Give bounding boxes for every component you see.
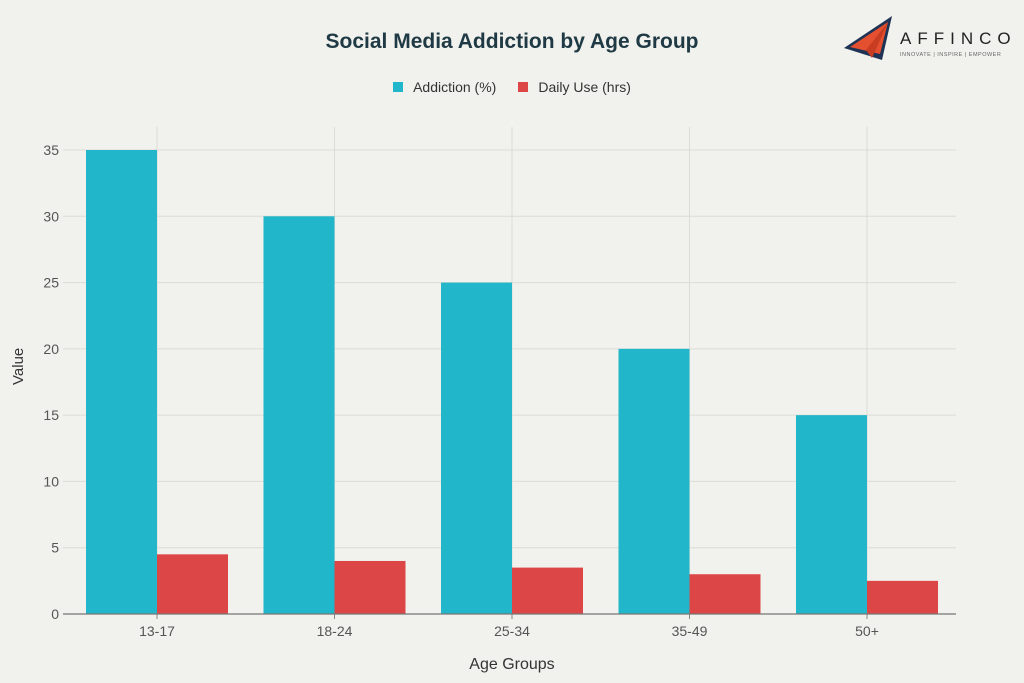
- x-tick-label: 13-17: [139, 623, 175, 639]
- legend-label-addiction: Addiction (%): [413, 79, 497, 95]
- bar-daily-use-25-34: [512, 567, 583, 614]
- x-axis-label: Age Groups: [469, 656, 555, 673]
- bar-daily-use-50+: [867, 580, 938, 614]
- y-tick-label: 15: [43, 407, 59, 423]
- chart-title: Social Media Addiction by Age Group: [325, 30, 699, 53]
- y-tick-label: 5: [51, 540, 59, 556]
- legend-item-addiction: Addiction (%): [393, 79, 496, 95]
- bar-addiction-18-24: [263, 216, 335, 615]
- bar-addiction-50+: [796, 415, 867, 614]
- affinco-logo: AFFINCO INNOVATE | INSPIRE | EMPOWER: [842, 14, 1022, 66]
- paper-plane-icon: AFFINCO INNOVATE | INSPIRE | EMPOWER: [844, 16, 1017, 60]
- x-tick-label: 50+: [855, 623, 879, 639]
- y-tick-label: 10: [43, 473, 59, 489]
- bar-daily-use-18-24: [334, 560, 406, 614]
- legend-item-daily-use: Daily Use (hrs): [518, 79, 631, 95]
- bar-addiction-25-34: [441, 282, 512, 614]
- legend-swatch-daily-use: [518, 82, 529, 92]
- y-tick-label: 35: [43, 142, 59, 158]
- svg-text:AFFINCO: AFFINCO: [900, 29, 1017, 48]
- legend-label-daily-use: Daily Use (hrs): [538, 79, 631, 95]
- y-tick-label: 30: [43, 208, 59, 224]
- legend: Addiction (%) Daily Use (hrs): [0, 79, 1024, 95]
- bar-daily-use-13-17: [157, 554, 228, 614]
- x-tick-label: 35-49: [672, 623, 708, 639]
- bar-addiction-13-17: [86, 150, 157, 614]
- svg-text:INNOVATE | INSPIRE | EMPOWER: INNOVATE | INSPIRE | EMPOWER: [900, 52, 1001, 58]
- y-tick-label: 20: [43, 341, 59, 357]
- y-axis-label: Value: [10, 347, 27, 385]
- bar-daily-use-35-49: [689, 574, 761, 614]
- x-tick-label: 25-34: [494, 623, 530, 639]
- legend-swatch-addiction: [393, 82, 404, 92]
- y-tick-label: 0: [51, 606, 59, 622]
- bar-addiction-35-49: [618, 348, 690, 614]
- y-tick-label: 25: [43, 275, 59, 291]
- x-tick-label: 18-24: [317, 623, 353, 639]
